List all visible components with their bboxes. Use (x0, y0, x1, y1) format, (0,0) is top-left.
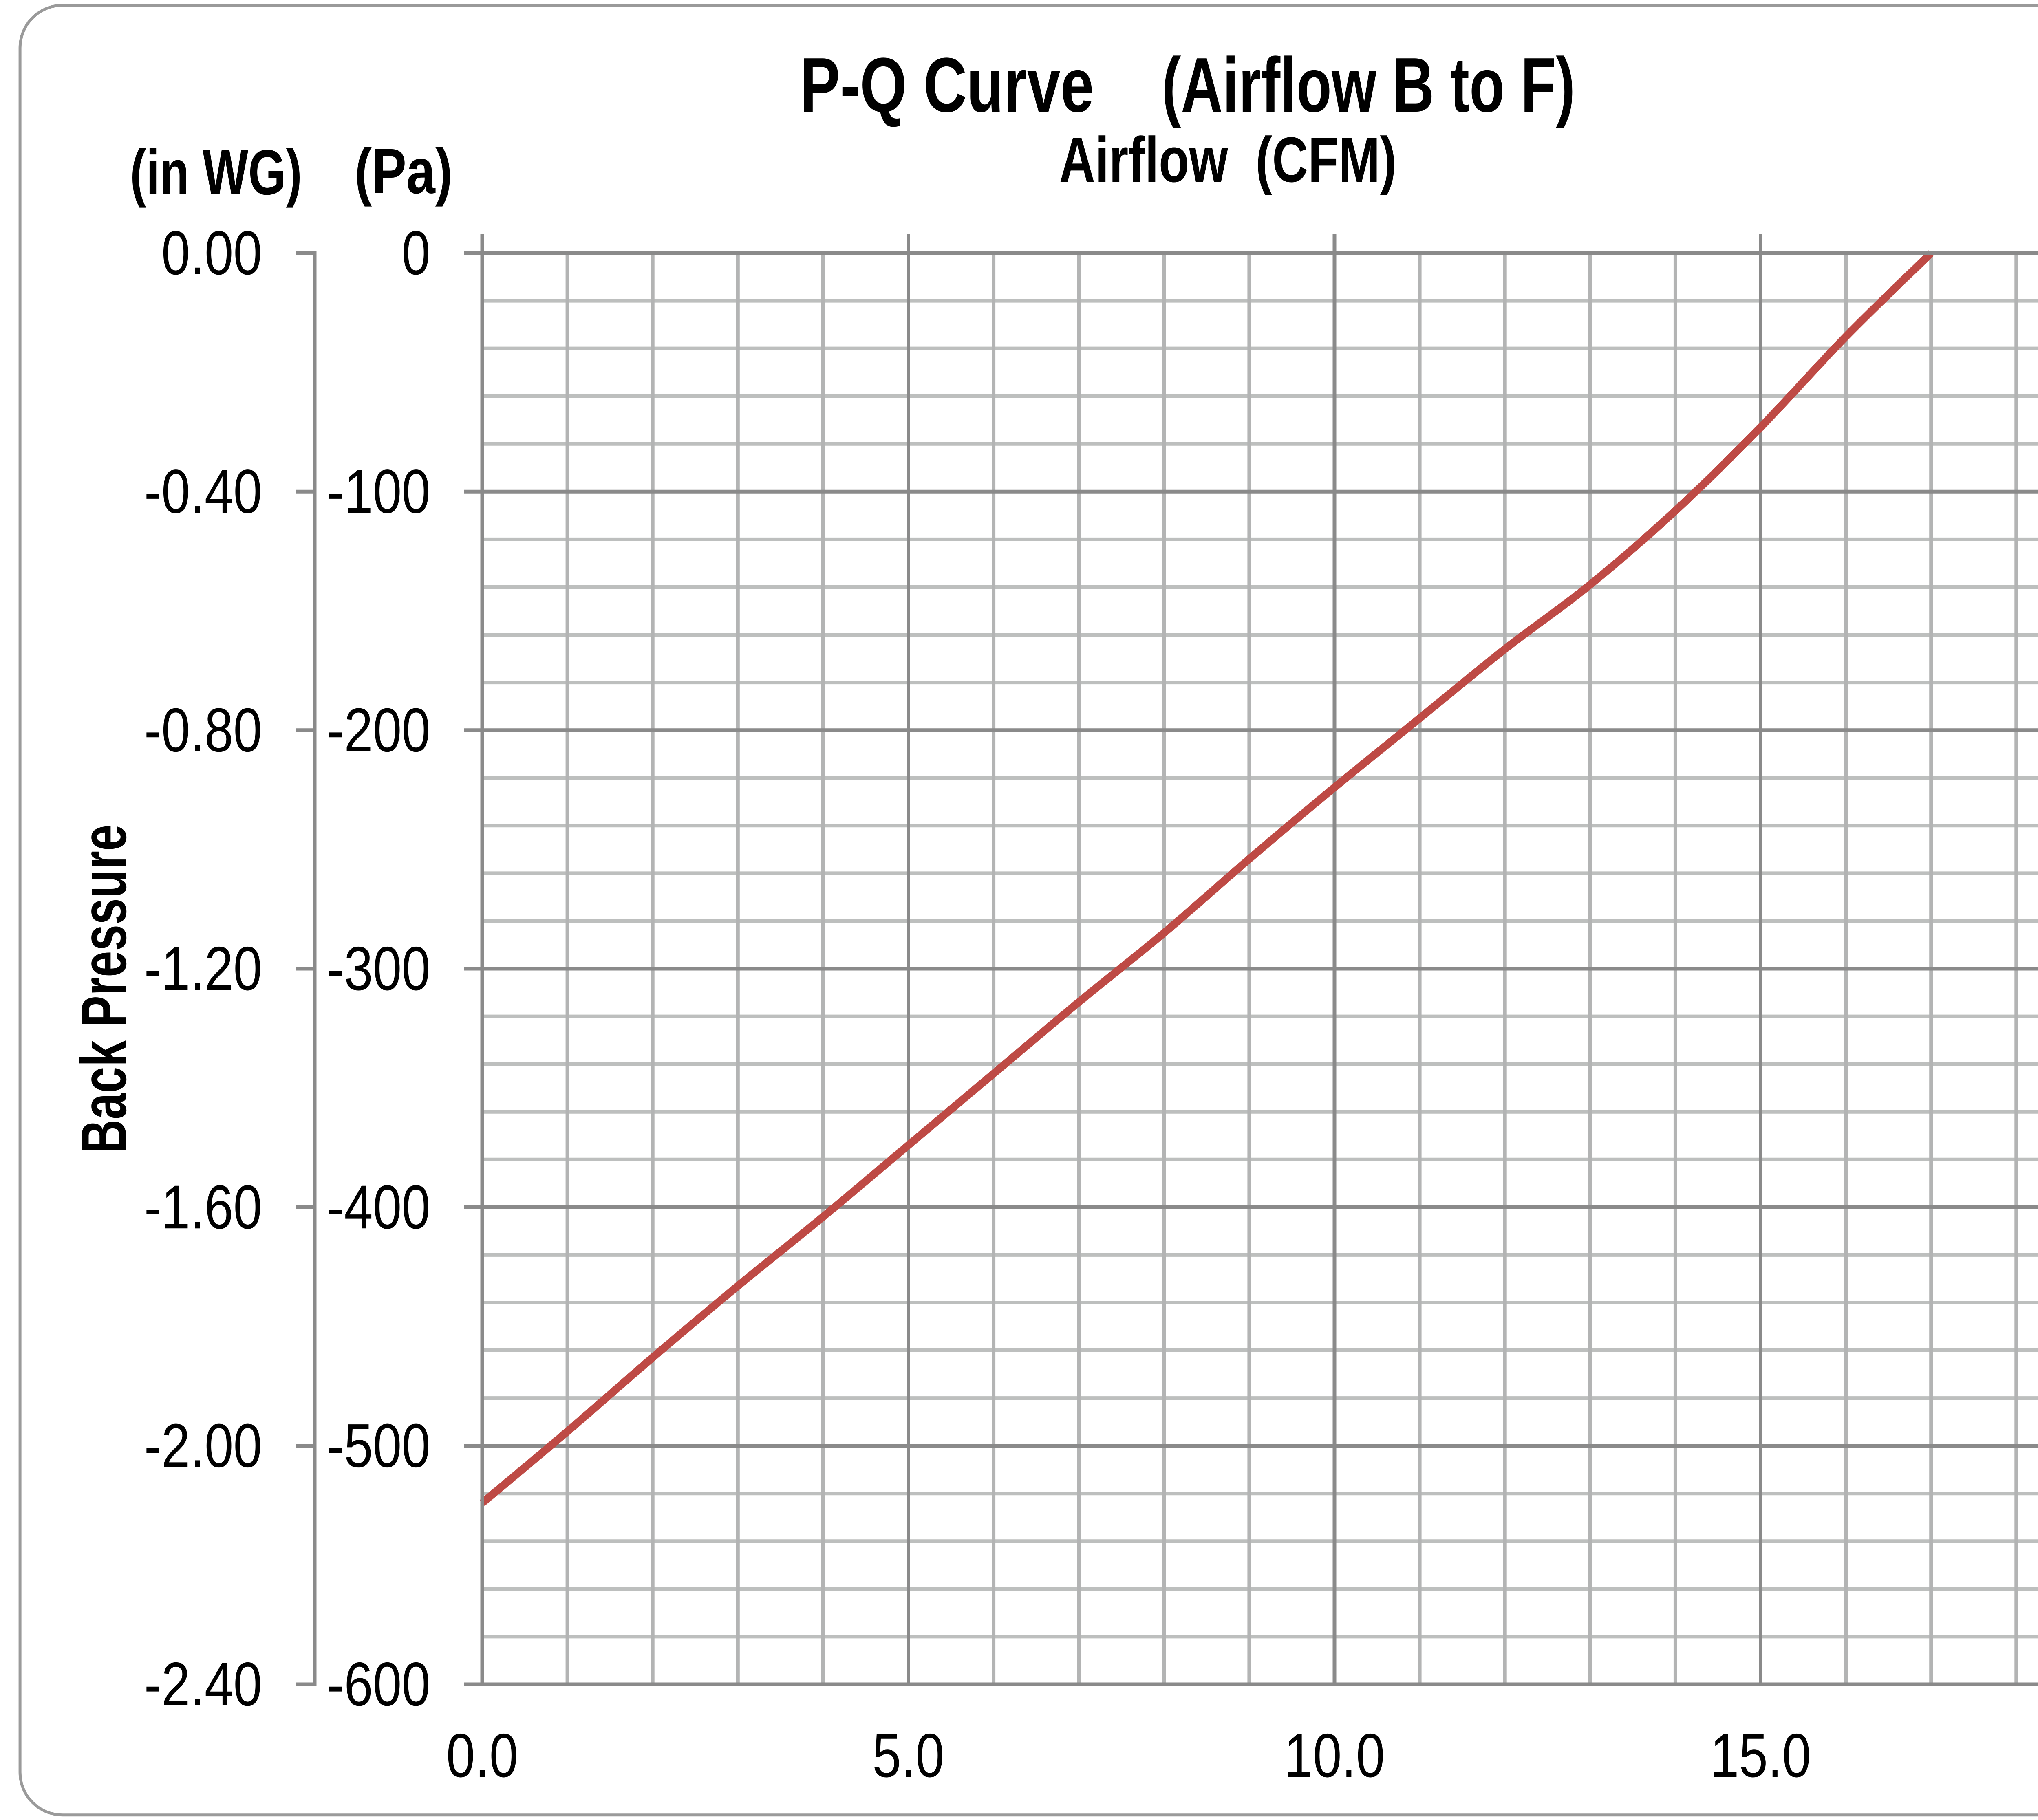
svg-text:P-Q Curve: P-Q Curve (800, 42, 1094, 128)
svg-text:0.0: 0.0 (446, 1721, 518, 1790)
svg-text:(in WG): (in WG) (130, 137, 302, 208)
svg-text:-1.60: -1.60 (144, 1172, 262, 1241)
svg-text:-400: -400 (327, 1172, 430, 1241)
svg-text:0.00: 0.00 (161, 218, 262, 287)
svg-text:(Airflow B to F): (Airflow B to F) (1162, 42, 1575, 128)
svg-text:-2.40: -2.40 (144, 1649, 262, 1719)
svg-text:-1.20: -1.20 (144, 934, 262, 1003)
svg-text:15.0: 15.0 (1710, 1721, 1811, 1790)
svg-text:-0.80: -0.80 (144, 695, 262, 765)
svg-text:-100: -100 (327, 456, 430, 526)
svg-text:Back Pressure: Back Pressure (68, 824, 140, 1153)
svg-text:10.0: 10.0 (1284, 1721, 1385, 1790)
svg-text:-300: -300 (327, 934, 430, 1003)
svg-text:Airflow (CFM): Airflow (CFM) (1059, 124, 1397, 195)
svg-text:-500: -500 (327, 1411, 430, 1480)
svg-text:5.0: 5.0 (872, 1721, 944, 1790)
svg-text:-2.00: -2.00 (144, 1411, 262, 1480)
svg-text:(Pa): (Pa) (355, 136, 452, 207)
svg-text:-0.40: -0.40 (144, 456, 262, 526)
svg-text:-200: -200 (327, 695, 430, 765)
svg-text:0: 0 (401, 218, 430, 287)
svg-text:-600: -600 (327, 1649, 430, 1719)
